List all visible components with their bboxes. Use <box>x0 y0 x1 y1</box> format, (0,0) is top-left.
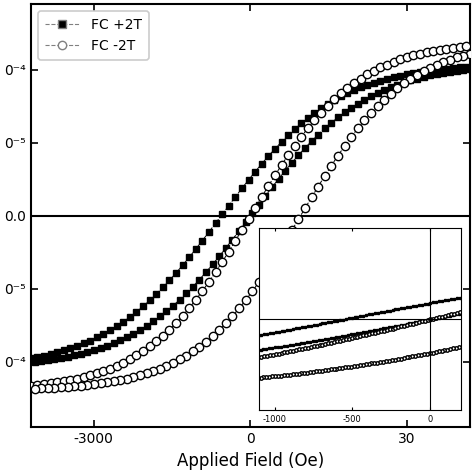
X-axis label: Applied Field (Oe): Applied Field (Oe) <box>177 452 324 470</box>
Legend: FC +2T, FC -2T: FC +2T, FC -2T <box>38 11 148 60</box>
